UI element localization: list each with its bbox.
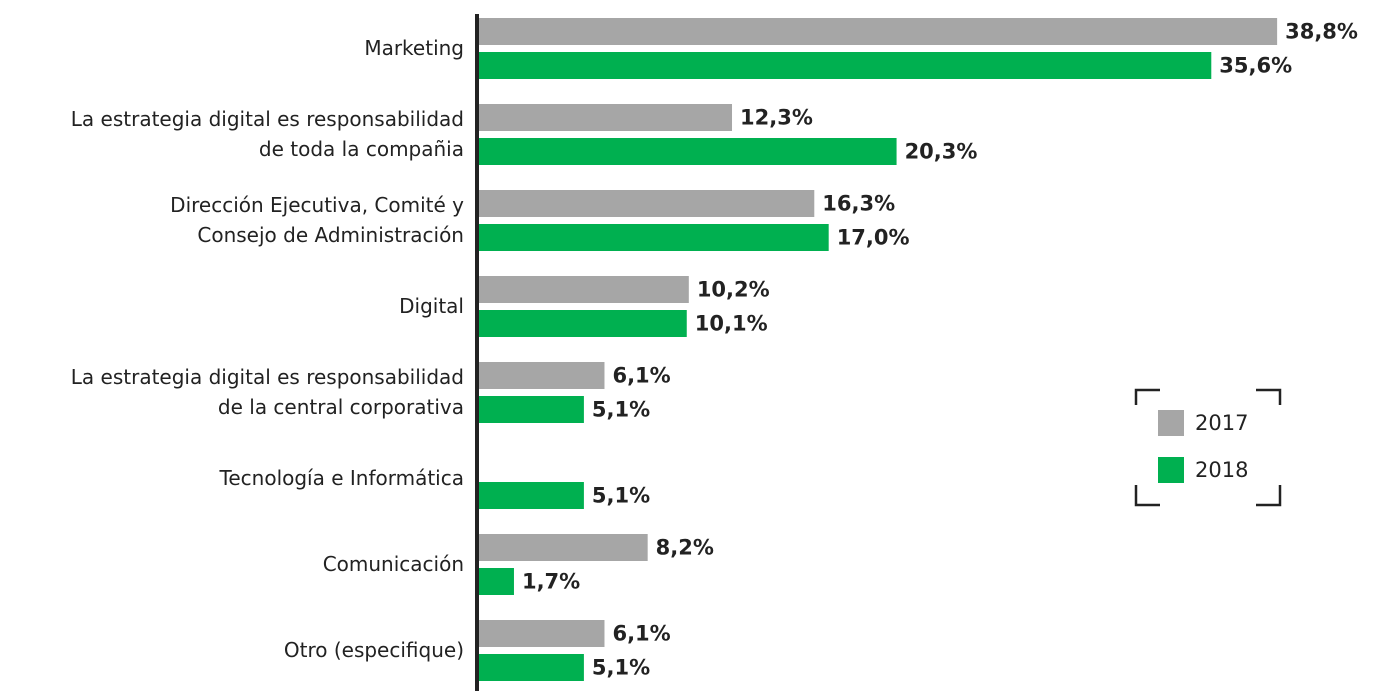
category-label: La estrategia digital es responsabilidad… [70, 107, 464, 161]
legend-swatch [1158, 457, 1184, 483]
bar [479, 18, 1278, 45]
bar [479, 190, 815, 217]
bar [479, 568, 514, 595]
value-label: 5,1% [592, 398, 650, 422]
legend-swatch [1158, 410, 1184, 436]
value-label: 16,3% [822, 192, 895, 216]
category-label: Digital [399, 294, 464, 318]
value-label: 1,7% [522, 570, 580, 594]
value-label: 38,8% [1285, 20, 1358, 44]
value-label: 5,1% [592, 484, 650, 508]
value-label: 10,1% [695, 312, 768, 336]
value-label: 5,1% [592, 656, 650, 680]
bar [479, 654, 584, 681]
value-label: 6,1% [612, 622, 670, 646]
bar [479, 362, 605, 389]
legend-label: 2018 [1195, 458, 1248, 482]
value-label: 8,2% [656, 536, 714, 560]
category-label: Otro (especifique) [283, 638, 464, 662]
category-label: Dirección Ejecutiva, Comité y Consejo de… [170, 193, 464, 247]
bar [479, 620, 605, 647]
value-label: 20,3% [905, 140, 978, 164]
value-label: 10,2% [697, 278, 770, 302]
legend-label: 2017 [1195, 411, 1248, 435]
bar [479, 396, 584, 423]
bar [479, 310, 687, 337]
bar [479, 224, 829, 251]
bar [479, 482, 584, 509]
category-label: Marketing [364, 36, 464, 60]
value-label: 6,1% [612, 364, 670, 388]
bar [479, 534, 648, 561]
bar [479, 276, 689, 303]
value-label: 35,6% [1219, 54, 1292, 78]
category-label: La estrategia digital es responsabilidad… [70, 365, 464, 419]
category-label: Comunicación [322, 552, 464, 576]
category-label: Tecnología e Informática [219, 466, 464, 490]
bar [479, 138, 897, 165]
value-label: 17,0% [837, 226, 910, 250]
bar [479, 52, 1212, 79]
bar [479, 104, 733, 131]
legend-frame [1134, 388, 1282, 507]
value-label: 12,3% [740, 106, 813, 130]
